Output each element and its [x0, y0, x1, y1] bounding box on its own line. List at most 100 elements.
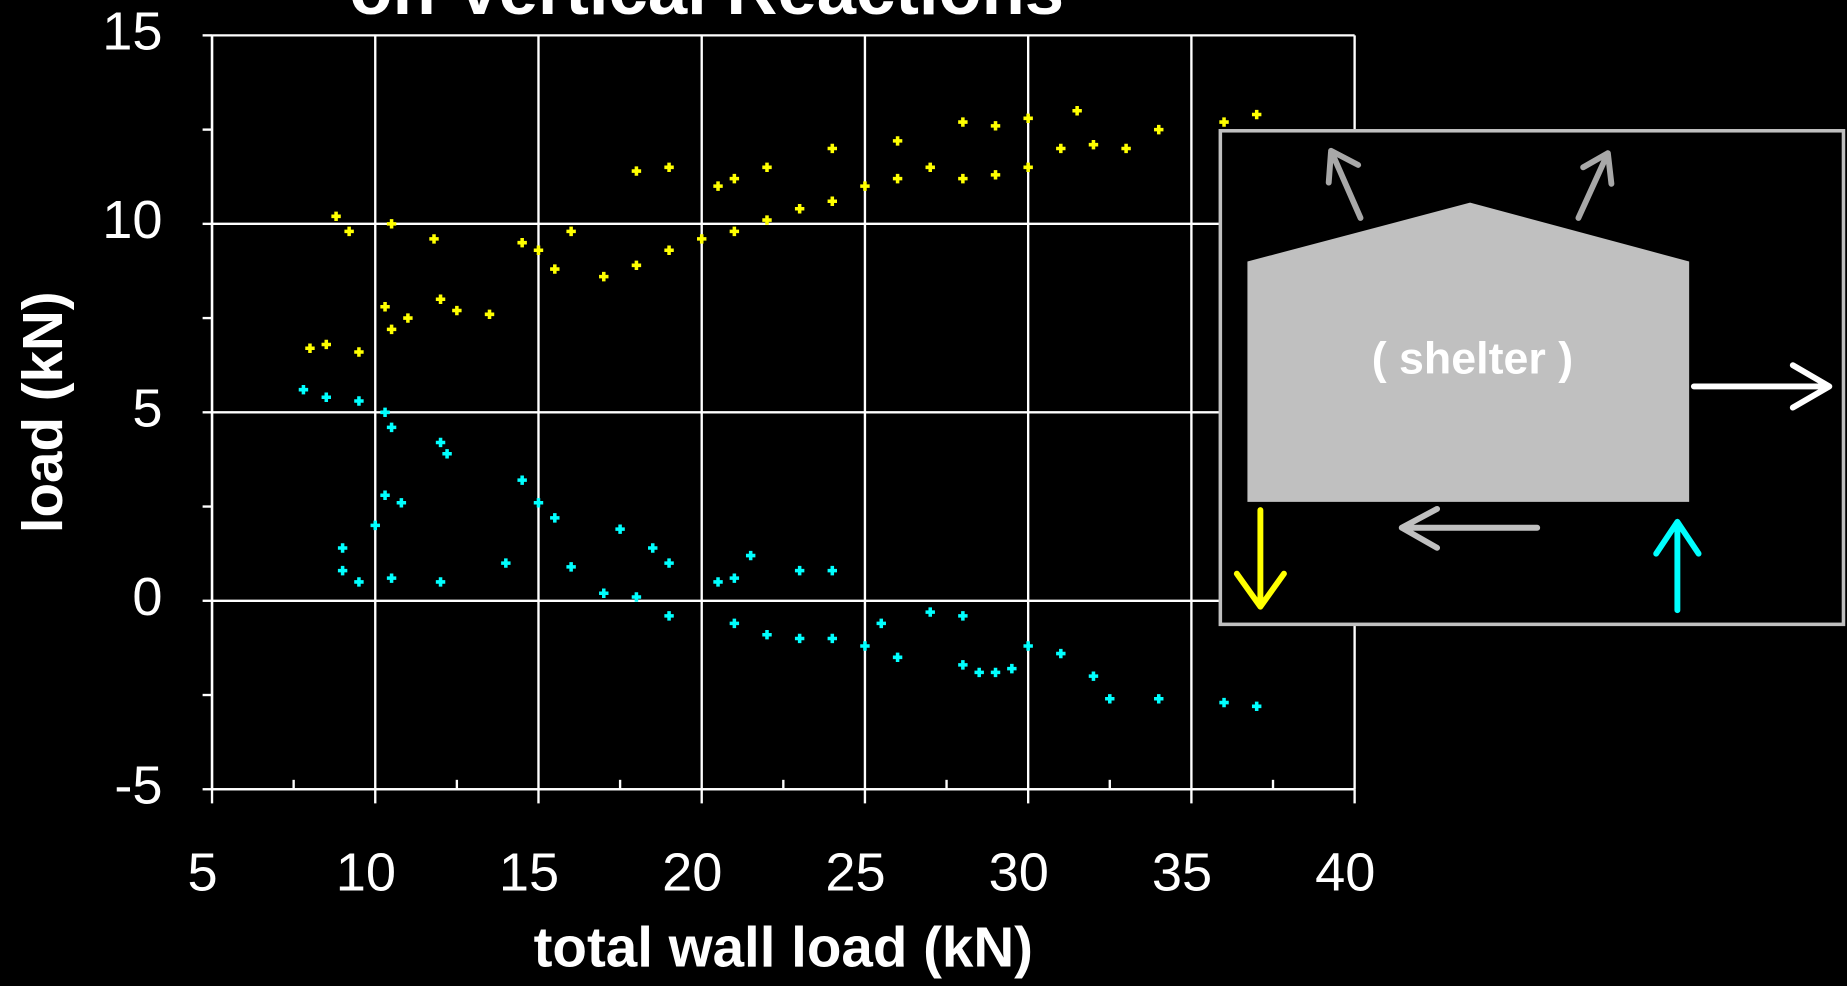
x-tick-label: 20	[662, 843, 722, 903]
x-tick-label: 40	[1315, 843, 1375, 903]
point	[1007, 663, 1017, 674]
point	[729, 173, 740, 184]
point	[974, 667, 984, 678]
point	[386, 219, 397, 229]
point	[827, 196, 838, 206]
point	[298, 384, 309, 395]
point	[354, 347, 364, 357]
point	[1251, 109, 1262, 120]
x-tick-label: 30	[989, 843, 1049, 903]
point	[1154, 694, 1164, 704]
point	[794, 204, 805, 214]
point	[827, 633, 838, 644]
x-axis-title: total wall load (kN)	[534, 916, 1033, 979]
point	[794, 565, 805, 576]
point	[1219, 697, 1229, 708]
point	[599, 271, 609, 282]
point	[664, 611, 674, 621]
point	[354, 577, 364, 587]
point	[990, 170, 1001, 180]
point	[435, 437, 446, 448]
point	[958, 117, 968, 127]
x-tick-label: 25	[825, 843, 885, 903]
point	[380, 302, 390, 312]
point	[615, 524, 625, 534]
point	[566, 562, 576, 572]
inset-diagram: ( shelter )	[1218, 129, 1846, 627]
point	[1105, 694, 1115, 704]
point	[386, 324, 397, 335]
point	[990, 121, 1001, 131]
shelter-label: ( shelter )	[1372, 333, 1573, 383]
point	[958, 611, 968, 621]
point	[713, 577, 723, 587]
point	[337, 565, 348, 576]
point	[1023, 162, 1033, 173]
point	[1088, 139, 1099, 150]
point	[664, 558, 674, 568]
x-tick-label: 10	[336, 843, 396, 903]
point	[1023, 113, 1033, 124]
y-tick-label: 15	[102, 2, 162, 62]
point	[550, 264, 560, 274]
x-tick-label: 35	[1152, 843, 1212, 903]
point	[429, 234, 439, 244]
plot-area: -5 0 5 10 15 5 10 15 20 25 30 35 40	[102, 2, 1375, 903]
point	[533, 498, 544, 508]
point	[321, 392, 331, 402]
point	[958, 173, 968, 184]
y-tick-label: 5	[132, 379, 162, 439]
point	[729, 618, 740, 629]
point	[713, 181, 723, 191]
chart-title: on Vertical Reactions	[349, 0, 1064, 29]
arrow	[1653, 518, 1702, 614]
point	[442, 449, 452, 459]
point	[337, 543, 348, 553]
y-axis-title: load (kN)	[11, 291, 74, 533]
point	[892, 173, 903, 184]
point	[664, 162, 674, 173]
point	[1072, 106, 1082, 116]
point	[550, 513, 560, 523]
point	[517, 475, 527, 485]
arrow	[1398, 505, 1541, 551]
point	[386, 422, 397, 433]
point	[876, 618, 886, 629]
shelter-shape	[1247, 202, 1690, 502]
point	[648, 543, 658, 553]
point	[631, 260, 642, 271]
point	[599, 588, 609, 598]
point	[925, 162, 935, 173]
point	[1088, 671, 1099, 681]
point	[925, 607, 935, 617]
point	[729, 226, 740, 237]
point	[827, 143, 838, 154]
point	[380, 490, 390, 500]
point	[958, 660, 968, 670]
point	[860, 641, 870, 651]
arrow	[1575, 150, 1615, 221]
y-tick-label: -5	[114, 756, 162, 816]
point	[990, 667, 1001, 678]
point	[631, 166, 642, 176]
point	[380, 407, 390, 418]
point	[386, 573, 397, 583]
point	[892, 652, 903, 663]
point	[827, 565, 838, 576]
point	[860, 181, 870, 191]
point	[501, 558, 511, 568]
point	[892, 136, 903, 146]
point	[1251, 701, 1262, 712]
point	[396, 498, 407, 508]
point	[305, 343, 315, 353]
point	[631, 592, 642, 602]
point	[354, 396, 364, 406]
x-tick-label: 5	[188, 843, 218, 903]
point	[745, 550, 756, 561]
point	[331, 211, 341, 222]
point	[452, 305, 462, 316]
point	[1023, 641, 1033, 651]
point	[370, 520, 380, 531]
